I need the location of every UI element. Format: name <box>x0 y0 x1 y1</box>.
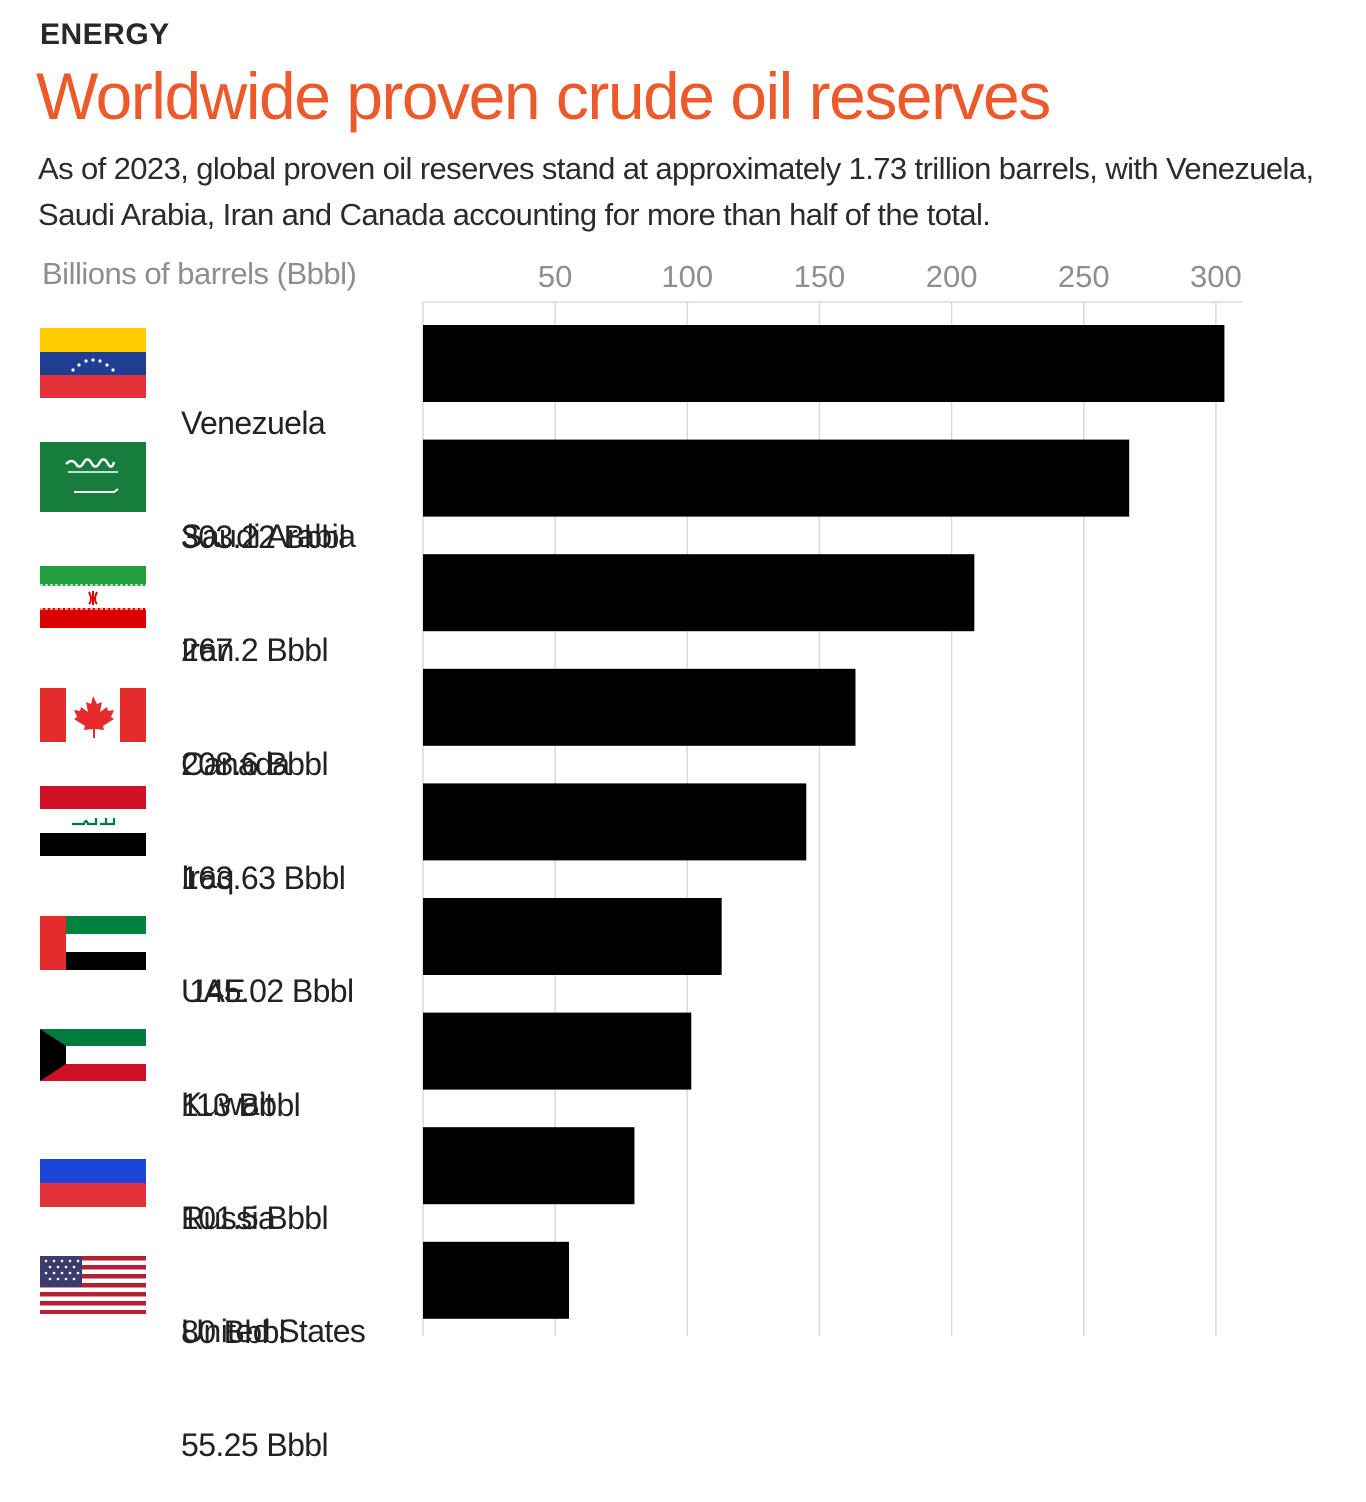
value-label: 303.22 Bbbl <box>181 519 346 555</box>
row-label-iraq: Iraq 145.02 Bbbl <box>181 782 411 1048</box>
bar-saudi-arabia <box>423 439 1130 517</box>
chart-title: Worldwide proven crude oil reserves <box>36 59 1051 133</box>
bar-iraq <box>423 783 807 861</box>
country-name: Iran <box>181 632 234 668</box>
saudi-arabia-flag-icon <box>40 442 146 512</box>
venezuela-flag-icon <box>40 328 146 398</box>
row-label-canada: Canada 163.63 Bbbl <box>181 669 411 935</box>
row-label-uae: UAE 113 Bbbl <box>181 896 411 1162</box>
row-label-kuwait: Kuwait 101.5 Bbbl <box>181 1009 411 1275</box>
x-tick-label-300: 300 <box>1190 259 1242 294</box>
bar-uae <box>423 898 722 975</box>
country-name: United States <box>181 1313 366 1349</box>
value-label: 208.6 Bbbl <box>181 746 329 782</box>
country-name: Venezuela <box>181 405 326 441</box>
value-label: 101.5 Bbbl <box>181 1200 329 1236</box>
iraq-flag-icon <box>40 786 146 856</box>
country-name: Kuwait <box>181 1086 274 1122</box>
bar-venezuela <box>423 325 1225 402</box>
bar-kuwait <box>423 1012 692 1090</box>
row-label-united-states: United States 55.25 Bbbl <box>181 1236 411 1502</box>
row-label-venezuela: Venezuela 303.22 Bbbl <box>181 328 411 594</box>
country-name: Iraq <box>181 859 234 895</box>
x-tick-label-250: 250 <box>1058 259 1110 294</box>
country-name: UAE <box>181 973 246 1009</box>
united-states-flag-icon <box>40 1256 146 1314</box>
uae-flag-icon <box>40 916 146 970</box>
country-name: Canada <box>181 746 290 782</box>
country-name: Russia <box>181 1200 276 1236</box>
iran-flag-icon <box>40 566 146 628</box>
bar-chart: 50 100 150 200 250 300 <box>422 259 1243 1336</box>
kuwait-flag-icon <box>40 1029 146 1081</box>
value-label: 113 Bbbl <box>181 1087 301 1123</box>
section-kicker: ENERGY <box>40 18 170 51</box>
bar-russia <box>423 1127 635 1205</box>
value-label: 145.02 Bbbl <box>181 973 354 1009</box>
value-label: 163.63 Bbbl <box>181 860 346 896</box>
x-tick-label-150: 150 <box>794 259 846 294</box>
row-label-iran: Iran 208.6 Bbbl <box>181 555 411 821</box>
x-axis-label: Billions of barrels (Bbbl) <box>42 256 357 291</box>
bar-canada <box>423 668 856 746</box>
chart-subtitle: As of 2023, global proven oil reserves s… <box>38 151 1314 232</box>
value-label: 267.2 Bbbl <box>181 632 329 668</box>
x-tick-label-200: 200 <box>926 259 978 294</box>
bar-united-states <box>423 1241 570 1319</box>
country-name: Saudi Arabia <box>181 518 356 554</box>
x-tick-label-50: 50 <box>538 259 572 294</box>
row-label-saudi-arabia: Saudi Arabia 267.2 Bbbl <box>181 441 411 707</box>
russia-flag-icon <box>40 1159 146 1207</box>
value-label: 55.25 Bbbl <box>181 1427 329 1463</box>
canada-flag-icon <box>40 688 146 742</box>
x-tick-label-100: 100 <box>661 259 713 294</box>
bar-iran <box>423 554 975 632</box>
